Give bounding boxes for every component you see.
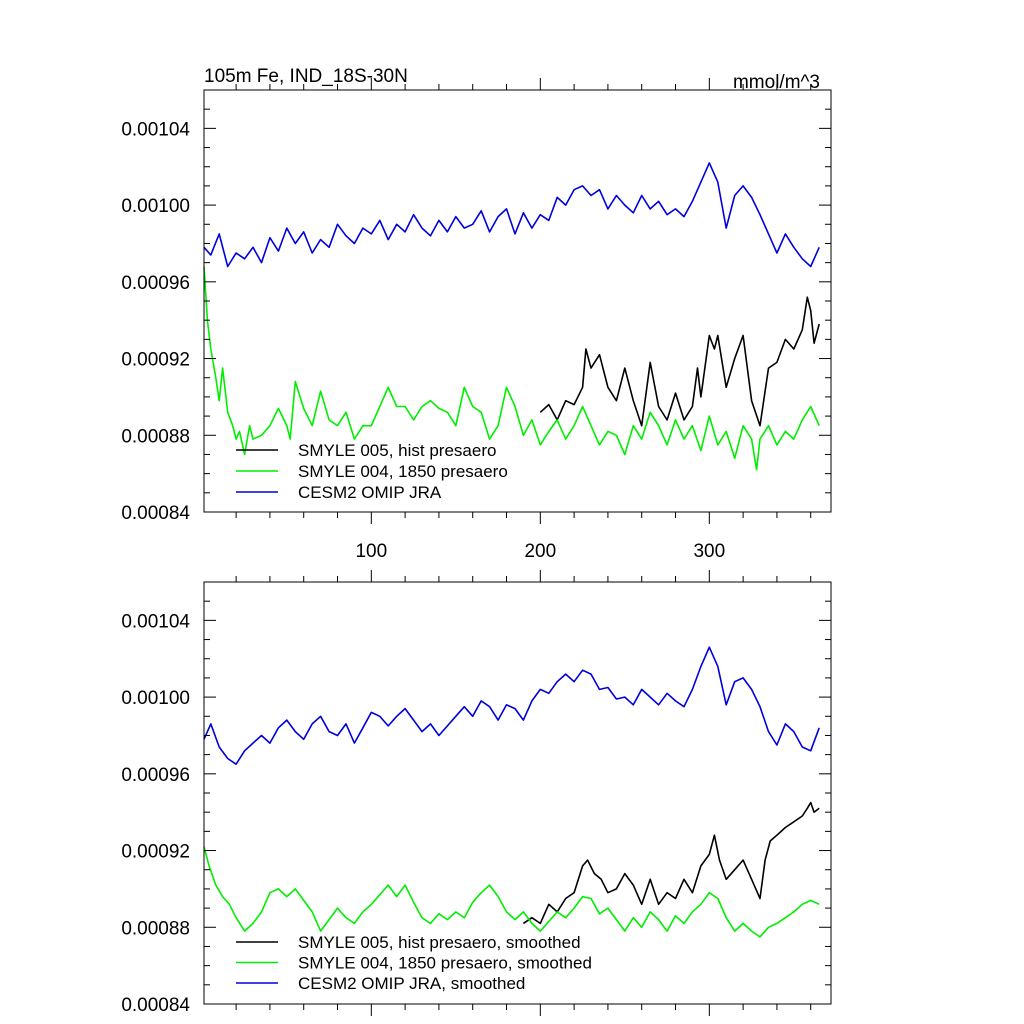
upper-panel: 105m Fe, IND_18S-30N mmol/m^3 0.00084 0.0… xyxy=(121,66,832,562)
units-label: mmol/m^3 xyxy=(733,72,820,93)
y-tick-label: 0.00104 xyxy=(121,119,190,140)
y-tick-label: 0.00096 xyxy=(121,765,190,786)
series-line-3 xyxy=(203,646,820,766)
legend-label: SMYLE 004, 1850 presaero, smoothed xyxy=(298,954,592,973)
y-tick-label: 0.00096 xyxy=(121,273,190,294)
legend-label: SMYLE 004, 1850 presaero xyxy=(298,462,508,481)
x-tick-label: 200 xyxy=(524,541,556,562)
legend: SMYLE 005, hist presaero SMYLE 004, 1850 … xyxy=(236,441,508,502)
y-tick-label: 0.00100 xyxy=(121,688,190,709)
y-tick-label: 0.00100 xyxy=(121,196,190,217)
y-tick-label: 0.00092 xyxy=(121,842,190,863)
legend: SMYLE 005, hist presaero, smoothed SMYLE … xyxy=(236,933,592,993)
lower-panel: 0.00084 0.00088 0.00092 0.00096 0.00100 0.001… xyxy=(121,570,832,1016)
y-tick-label: 0.00092 xyxy=(121,350,190,371)
legend-label: SMYLE 005, hist presaero, smoothed xyxy=(298,933,581,952)
series-line-1 xyxy=(522,801,820,925)
legend-label: CESM2 OMIP JRA, smoothed xyxy=(298,974,525,993)
y-tick-label: 0.00104 xyxy=(121,611,190,632)
legend-label: CESM2 OMIP JRA xyxy=(298,483,442,502)
series-line-2 xyxy=(203,266,820,471)
y-tick-label: 0.00084 xyxy=(121,995,190,1016)
x-tick-label: 300 xyxy=(693,541,725,562)
series-line-2 xyxy=(203,846,820,938)
chart-title: 105m Fe, IND_18S-30N xyxy=(204,66,408,87)
series-line-1 xyxy=(539,296,820,427)
y-tick-label: 0.00088 xyxy=(121,918,190,939)
y-tick-label: 0.00088 xyxy=(121,426,190,447)
legend-label: SMYLE 005, hist presaero xyxy=(298,441,496,460)
x-tick-label: 100 xyxy=(355,541,387,562)
series-line-3 xyxy=(203,162,820,268)
y-tick-label: 0.00084 xyxy=(121,503,190,524)
